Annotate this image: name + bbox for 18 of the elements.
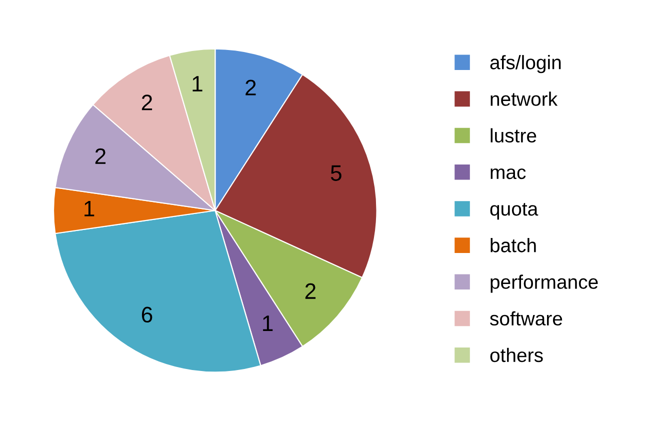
data-label: 2 (305, 283, 316, 299)
legend-label: quota (490, 202, 538, 220)
data-label: 1 (84, 200, 94, 216)
legend-label: mac (490, 168, 526, 180)
data-label: 1 (192, 76, 202, 92)
data-label: 2 (246, 80, 256, 96)
legend-label: network (490, 92, 558, 106)
legend-label: afs/login (490, 55, 561, 74)
legend-label: batch (490, 238, 536, 252)
legend-label: others (490, 348, 543, 362)
legend-label: software (490, 311, 562, 326)
legend-label: performance (490, 274, 598, 293)
data-label: 1 (263, 316, 273, 331)
data-label: 2 (142, 94, 152, 110)
data-label: 6 (142, 306, 152, 323)
legend-label: lustre (490, 128, 536, 143)
data-label: 2 (95, 148, 106, 164)
data-label: 5 (330, 165, 342, 181)
